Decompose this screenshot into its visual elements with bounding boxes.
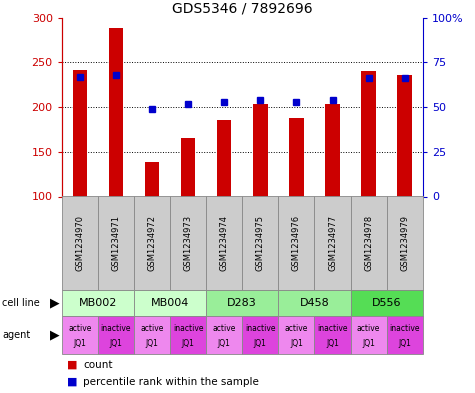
Text: MB002: MB002 — [79, 298, 117, 308]
Bar — [387, 196, 423, 290]
Bar — [145, 162, 159, 196]
Text: JQ1: JQ1 — [181, 339, 195, 348]
Bar — [351, 316, 387, 354]
Text: JQ1: JQ1 — [398, 339, 411, 348]
Text: JQ1: JQ1 — [73, 339, 86, 348]
Text: GSM1234977: GSM1234977 — [328, 215, 337, 271]
Text: count: count — [83, 360, 113, 370]
Bar — [387, 316, 423, 354]
Bar — [242, 316, 278, 354]
Bar — [278, 316, 314, 354]
Text: JQ1: JQ1 — [326, 339, 339, 348]
Bar — [217, 119, 231, 196]
Bar — [134, 196, 170, 290]
Bar — [206, 316, 242, 354]
Text: ■: ■ — [66, 377, 77, 387]
Text: D458: D458 — [300, 298, 329, 308]
Bar — [242, 196, 278, 290]
Text: GSM1234971: GSM1234971 — [112, 215, 120, 271]
Bar — [73, 70, 87, 196]
Text: GSM1234973: GSM1234973 — [184, 215, 192, 271]
Bar — [278, 196, 314, 290]
Text: active: active — [285, 324, 308, 333]
Text: ■: ■ — [66, 360, 77, 370]
Bar — [62, 290, 134, 316]
Bar — [62, 196, 98, 290]
Text: inactive: inactive — [173, 324, 203, 333]
Text: agent: agent — [2, 330, 30, 340]
Text: GSM1234974: GSM1234974 — [220, 215, 228, 271]
Text: GSM1234975: GSM1234975 — [256, 215, 265, 271]
Bar — [134, 290, 206, 316]
Text: JQ1: JQ1 — [290, 339, 303, 348]
Text: inactive: inactive — [245, 324, 275, 333]
Bar — [206, 196, 242, 290]
Text: D283: D283 — [228, 298, 257, 308]
Text: JQ1: JQ1 — [362, 339, 375, 348]
Text: active: active — [212, 324, 236, 333]
Text: active: active — [357, 324, 380, 333]
Text: ▶: ▶ — [50, 329, 59, 342]
Title: GDS5346 / 7892696: GDS5346 / 7892696 — [172, 1, 313, 15]
Text: inactive: inactive — [390, 324, 420, 333]
Text: inactive: inactive — [101, 324, 131, 333]
Bar — [253, 103, 267, 196]
Bar — [325, 105, 340, 196]
Text: JQ1: JQ1 — [109, 339, 123, 348]
Bar — [289, 118, 304, 196]
Text: GSM1234972: GSM1234972 — [148, 215, 156, 271]
Bar — [351, 290, 423, 316]
Text: inactive: inactive — [317, 324, 348, 333]
Bar — [109, 28, 123, 196]
Text: GSM1234970: GSM1234970 — [76, 215, 84, 271]
Bar — [314, 316, 351, 354]
Text: JQ1: JQ1 — [254, 339, 267, 348]
Bar — [361, 71, 376, 196]
Bar — [206, 290, 278, 316]
Bar — [134, 316, 170, 354]
Text: D556: D556 — [372, 298, 401, 308]
Text: percentile rank within the sample: percentile rank within the sample — [83, 377, 259, 387]
Bar — [278, 290, 351, 316]
Text: ▶: ▶ — [50, 296, 59, 310]
Text: GSM1234978: GSM1234978 — [364, 215, 373, 271]
Bar — [98, 316, 134, 354]
Bar — [170, 316, 206, 354]
Bar — [314, 196, 351, 290]
Text: MB004: MB004 — [151, 298, 189, 308]
Bar — [181, 138, 195, 196]
Text: GSM1234976: GSM1234976 — [292, 215, 301, 271]
Bar — [98, 196, 134, 290]
Bar — [398, 75, 412, 196]
Text: cell line: cell line — [2, 298, 40, 308]
Bar — [62, 316, 98, 354]
Text: GSM1234979: GSM1234979 — [400, 215, 409, 271]
Text: active: active — [140, 324, 164, 333]
Bar — [351, 196, 387, 290]
Bar — [170, 196, 206, 290]
Text: JQ1: JQ1 — [218, 339, 231, 348]
Text: JQ1: JQ1 — [145, 339, 159, 348]
Text: active: active — [68, 324, 92, 333]
